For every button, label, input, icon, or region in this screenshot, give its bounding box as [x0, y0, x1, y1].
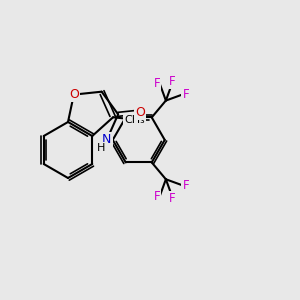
- Text: F: F: [153, 77, 160, 90]
- Text: F: F: [182, 88, 189, 101]
- Text: F: F: [182, 179, 189, 192]
- Text: F: F: [153, 190, 160, 203]
- Text: CH₃: CH₃: [124, 115, 145, 124]
- Text: F: F: [169, 192, 175, 205]
- Text: O: O: [69, 88, 79, 101]
- Text: H: H: [97, 143, 105, 153]
- Text: N: N: [102, 134, 111, 146]
- Text: O: O: [135, 106, 145, 118]
- Text: F: F: [169, 75, 175, 88]
